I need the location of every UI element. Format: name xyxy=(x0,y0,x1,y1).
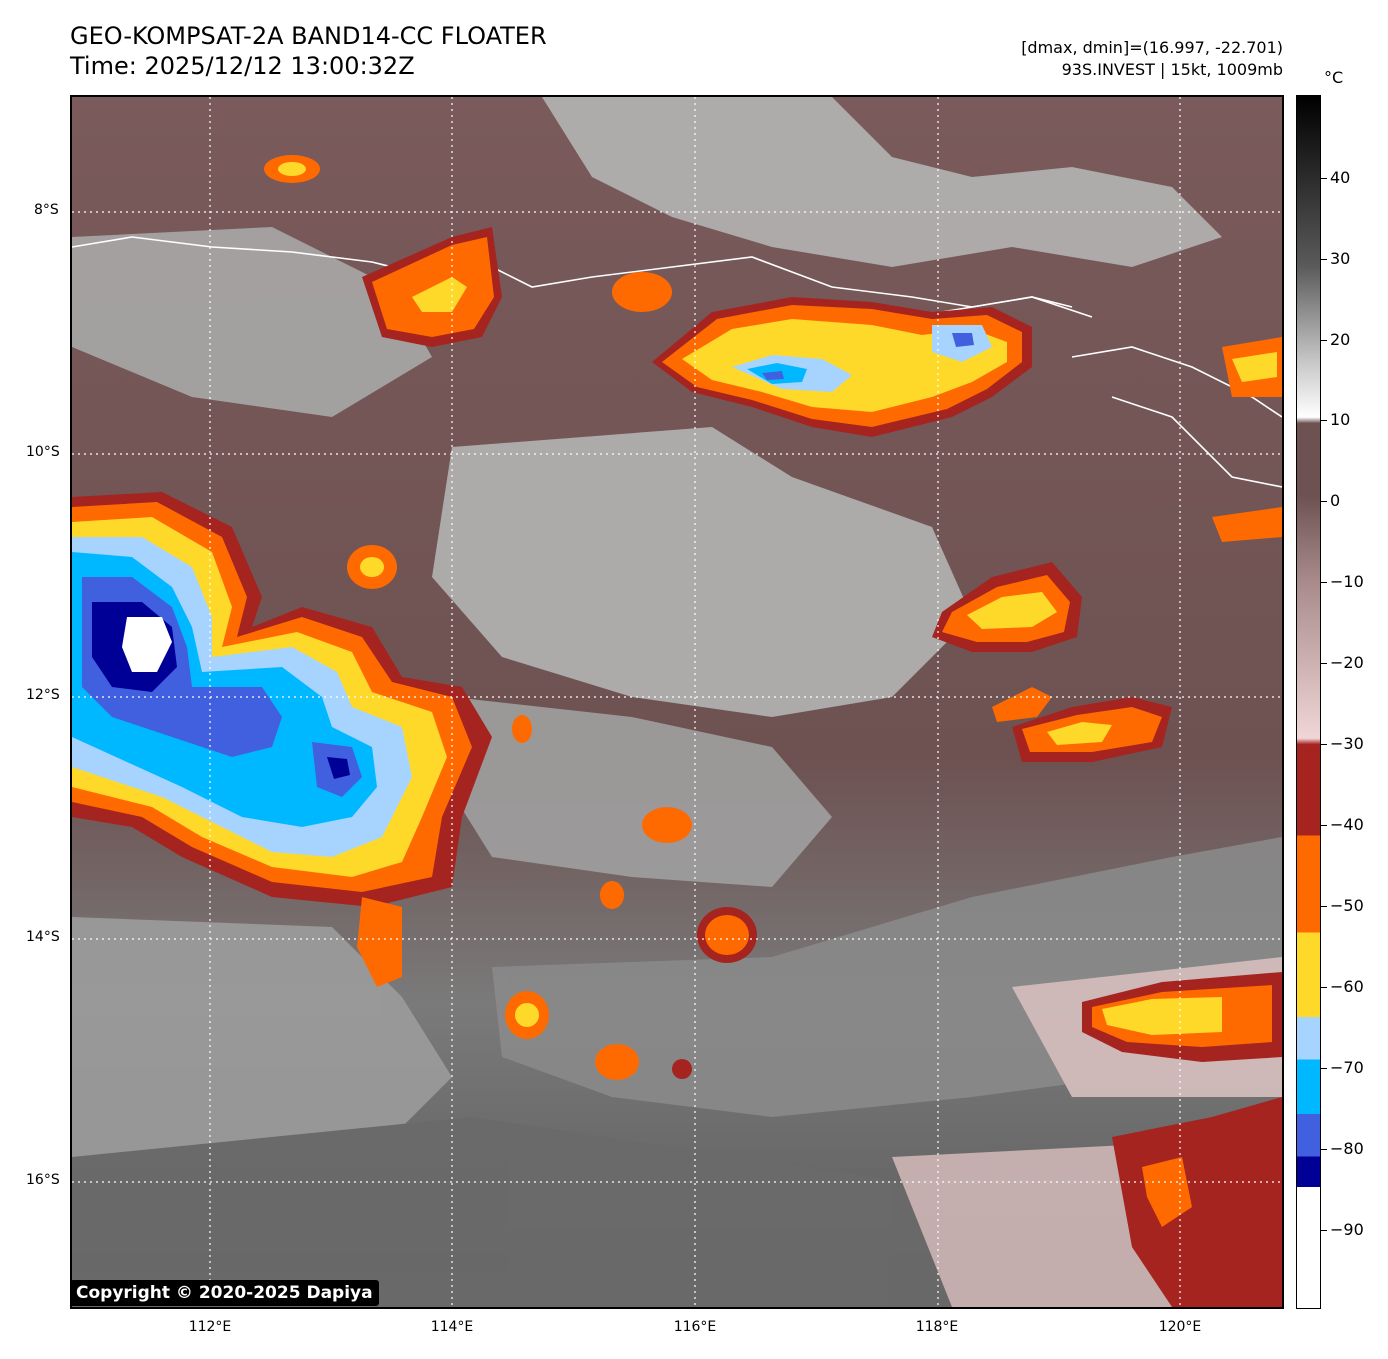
colorbar-tick-label: 40 xyxy=(1330,168,1351,187)
colorbar-tick-label: −90 xyxy=(1330,1220,1364,1239)
lon-label-120e: 120°E xyxy=(1158,1319,1202,1335)
storm-info-label: 93S.INVEST | 15kt, 1009mb xyxy=(1061,60,1283,79)
satellite-map xyxy=(70,95,1284,1309)
lon-label-118e: 118°E xyxy=(915,1319,959,1335)
colorbar-tick-label: 20 xyxy=(1330,330,1351,349)
colorbar-tick-label: −10 xyxy=(1330,572,1364,591)
colorbar-tick-label: −70 xyxy=(1330,1058,1364,1077)
lat-label-12s: 12°S xyxy=(26,687,60,703)
colorbar-tick-label: −20 xyxy=(1330,653,1364,672)
lat-label-10s: 10°S xyxy=(26,444,60,460)
colorbar-tick-label: −50 xyxy=(1330,896,1364,915)
lat-label-8s: 8°S xyxy=(34,202,59,218)
colorbar-tick-label: −40 xyxy=(1330,815,1364,834)
colorbar-tick-label: −80 xyxy=(1330,1139,1364,1158)
colorbar xyxy=(1296,95,1321,1309)
map-image xyxy=(72,97,1282,1307)
lon-label-112e: 112°E xyxy=(188,1319,232,1335)
map-title: GEO-KOMPSAT-2A BAND14-CC FLOATER xyxy=(70,22,547,50)
colorbar-tick-label: −60 xyxy=(1330,977,1364,996)
colorbar-tick-label: 30 xyxy=(1330,249,1351,268)
lon-label-114e: 114°E xyxy=(430,1319,474,1335)
data-range-label: [dmax, dmin]=(16.997, -22.701) xyxy=(1021,38,1283,57)
lat-label-16s: 16°S xyxy=(26,1172,60,1188)
colorbar-unit: °C xyxy=(1324,68,1344,87)
lat-label-14s: 14°S xyxy=(26,929,60,945)
map-timestamp: Time: 2025/12/12 13:00:32Z xyxy=(70,52,415,80)
convection-clusters xyxy=(72,155,1282,1307)
grid-lines xyxy=(72,97,1282,1307)
colorbar-tick-label: 10 xyxy=(1330,410,1351,429)
lon-label-116e: 116°E xyxy=(673,1319,717,1335)
colorbar-tick-label: 0 xyxy=(1330,491,1341,510)
colorbar-tick-label: −30 xyxy=(1330,734,1364,753)
copyright-label: Copyright © 2020-2025 Dapiya xyxy=(70,1280,379,1306)
